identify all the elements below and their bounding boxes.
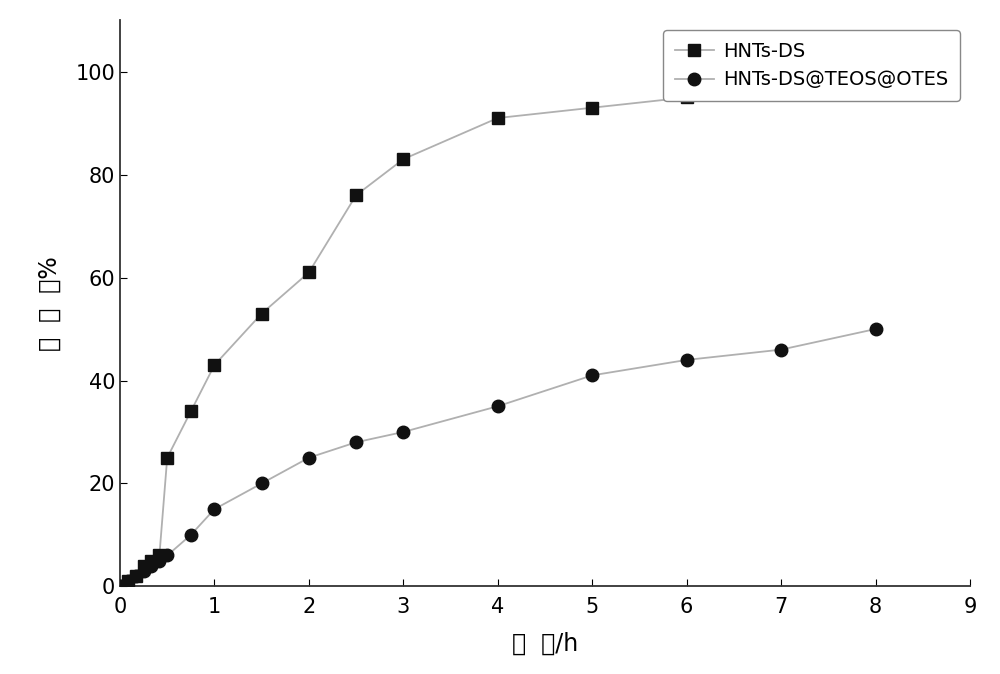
HNTs-DS@TEOS@OTES (586, 371, 598, 379)
HNTs-DS@TEOS@OTES (145, 561, 157, 570)
HNTs-DS (122, 577, 134, 585)
HNTs-DS (681, 94, 693, 102)
HNTs-DS (208, 361, 220, 369)
HNTs-DS@TEOS@OTES (303, 454, 315, 462)
HNTs-DS (492, 114, 504, 122)
HNTs-DS (350, 191, 362, 200)
Line: HNTs-DS@TEOS@OTES: HNTs-DS@TEOS@OTES (114, 323, 882, 592)
HNTs-DS@TEOS@OTES (130, 572, 142, 580)
HNTs-DS (114, 582, 126, 590)
HNTs-DS@TEOS@OTES (256, 479, 268, 487)
HNTs-DS@TEOS@OTES (208, 505, 220, 513)
HNTs-DS (185, 407, 197, 415)
HNTs-DS (586, 104, 598, 112)
HNTs-DS@TEOS@OTES (350, 438, 362, 446)
HNTs-DS@TEOS@OTES (153, 557, 165, 565)
HNTs-DS@TEOS@OTES (775, 346, 787, 354)
HNTs-DS (161, 454, 173, 462)
HNTs-DS (153, 551, 165, 559)
HNTs-DS@TEOS@OTES (492, 402, 504, 410)
HNTs-DS@TEOS@OTES (122, 577, 134, 585)
HNTs-DS@TEOS@OTES (114, 582, 126, 590)
HNTs-DS (303, 268, 315, 276)
HNTs-DS@TEOS@OTES (870, 325, 882, 333)
HNTs-DS@TEOS@OTES (161, 551, 173, 559)
HNTs-DS (145, 557, 157, 565)
HNTs-DS@TEOS@OTES (681, 356, 693, 364)
HNTs-DS (138, 561, 150, 570)
Line: HNTs-DS: HNTs-DS (114, 91, 693, 592)
X-axis label: 时  间/h: 时 间/h (512, 632, 578, 655)
HNTs-DS (130, 572, 142, 580)
Legend: HNTs-DS, HNTs-DS@TEOS@OTES: HNTs-DS, HNTs-DS@TEOS@OTES (663, 30, 960, 101)
Y-axis label: 释  放  度%: 释 放 度% (38, 256, 62, 350)
HNTs-DS@TEOS@OTES (397, 428, 409, 436)
HNTs-DS (256, 309, 268, 317)
HNTs-DS@TEOS@OTES (185, 531, 197, 539)
HNTs-DS (397, 155, 409, 163)
HNTs-DS@TEOS@OTES (138, 567, 150, 575)
